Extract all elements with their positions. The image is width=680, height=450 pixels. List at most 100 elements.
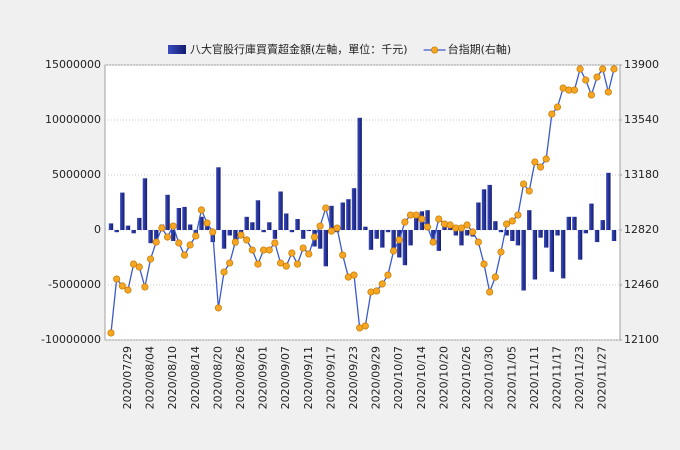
- bar: [329, 205, 334, 230]
- y2-tick-label: 12100: [624, 333, 659, 346]
- bar: [317, 230, 323, 249]
- bar: [193, 230, 198, 235]
- bar: [413, 213, 419, 230]
- bar: [493, 221, 498, 230]
- plot-area: [104, 64, 621, 341]
- x-tick-label: 2020/09/17: [324, 346, 337, 409]
- marker: [265, 246, 273, 254]
- legend-label: 八大官股行庫買賣超金額(左軸，單位：千元): [190, 42, 408, 56]
- y-tick-label: 15000000: [45, 58, 101, 71]
- marker: [604, 88, 612, 96]
- marker: [333, 224, 341, 232]
- y-tick-label: -10000000: [41, 333, 101, 346]
- y2-tick-label: 12820: [624, 223, 659, 236]
- bar: [549, 230, 555, 272]
- bar: [430, 230, 436, 239]
- marker: [299, 244, 307, 252]
- bar: [402, 230, 408, 266]
- bar: [176, 208, 182, 230]
- bar: [137, 217, 142, 230]
- x-tick-label: 2020/08/20: [211, 346, 224, 409]
- marker: [339, 251, 347, 259]
- marker: [582, 76, 590, 84]
- x-tick-label: 2020/10/07: [392, 346, 405, 409]
- x-tick-label: 2020/07/29: [121, 346, 134, 409]
- marker: [277, 259, 285, 267]
- marker: [463, 221, 471, 229]
- marker: [107, 329, 115, 337]
- marker: [570, 86, 578, 94]
- marker: [508, 217, 516, 225]
- bar: [250, 222, 255, 230]
- marker: [435, 215, 443, 223]
- y2-tick-label: 13900: [624, 58, 659, 71]
- marker: [576, 65, 584, 73]
- bar: [233, 230, 238, 246]
- bar: [131, 230, 136, 234]
- bar: [323, 230, 328, 267]
- marker: [536, 163, 545, 171]
- marker: [553, 103, 562, 111]
- bar: [459, 230, 464, 246]
- marker: [118, 282, 126, 290]
- bar: [272, 230, 278, 239]
- bar: [357, 117, 362, 230]
- marker: [124, 286, 132, 294]
- marker: [192, 232, 200, 240]
- bar: [521, 230, 526, 291]
- bar: [583, 230, 588, 234]
- marker: [491, 273, 499, 281]
- marker: [152, 238, 160, 246]
- x-tick-label: 2020/09/23: [347, 346, 360, 409]
- marker: [254, 260, 262, 268]
- bar: [295, 219, 300, 230]
- x-tick-label: 2020/08/04: [144, 346, 157, 409]
- marker: [214, 304, 222, 312]
- bar: [374, 230, 379, 239]
- marker: [293, 260, 302, 268]
- bar: [142, 178, 148, 230]
- x-tick-label: 2020/10/26: [460, 346, 473, 409]
- bar: [560, 230, 566, 279]
- marker: [531, 158, 539, 166]
- bar: [300, 230, 306, 239]
- bar: [221, 230, 227, 249]
- x-tick-label: 2020/11/11: [528, 346, 541, 409]
- marker: [610, 65, 618, 73]
- x-tick-label: 2020/10/30: [483, 346, 496, 409]
- marker: [514, 211, 522, 219]
- bar: [594, 230, 600, 243]
- bar: [346, 199, 351, 230]
- bar: [504, 230, 509, 236]
- y2-tick-label: 12460: [624, 278, 659, 291]
- bar: [255, 200, 261, 230]
- bar: [543, 230, 549, 248]
- bar: [278, 191, 283, 230]
- bar: [306, 230, 312, 232]
- bar: [148, 230, 153, 244]
- bar: [261, 230, 266, 233]
- bar: [555, 230, 560, 236]
- marker: [599, 65, 607, 73]
- x-tick-label: 2020/11/05: [505, 346, 518, 409]
- x-tick-label: 2020/09/01: [257, 346, 270, 409]
- bar: [481, 189, 487, 230]
- bar: [199, 216, 204, 230]
- bar: [284, 213, 289, 230]
- marker: [310, 233, 319, 241]
- legend-label: 台指期(右軸): [448, 42, 512, 56]
- marker: [525, 187, 533, 195]
- bar: [600, 220, 605, 230]
- marker: [401, 218, 409, 226]
- bar: [351, 188, 357, 230]
- y-tick-label: 0: [94, 223, 101, 236]
- marker: [147, 255, 155, 263]
- x-tick-label: 2020/10/14: [415, 346, 428, 409]
- marker: [226, 259, 234, 267]
- marker: [197, 206, 205, 214]
- legend-marker: [431, 46, 439, 54]
- bar: [385, 230, 391, 233]
- bar: [566, 216, 571, 230]
- bar: [108, 223, 114, 230]
